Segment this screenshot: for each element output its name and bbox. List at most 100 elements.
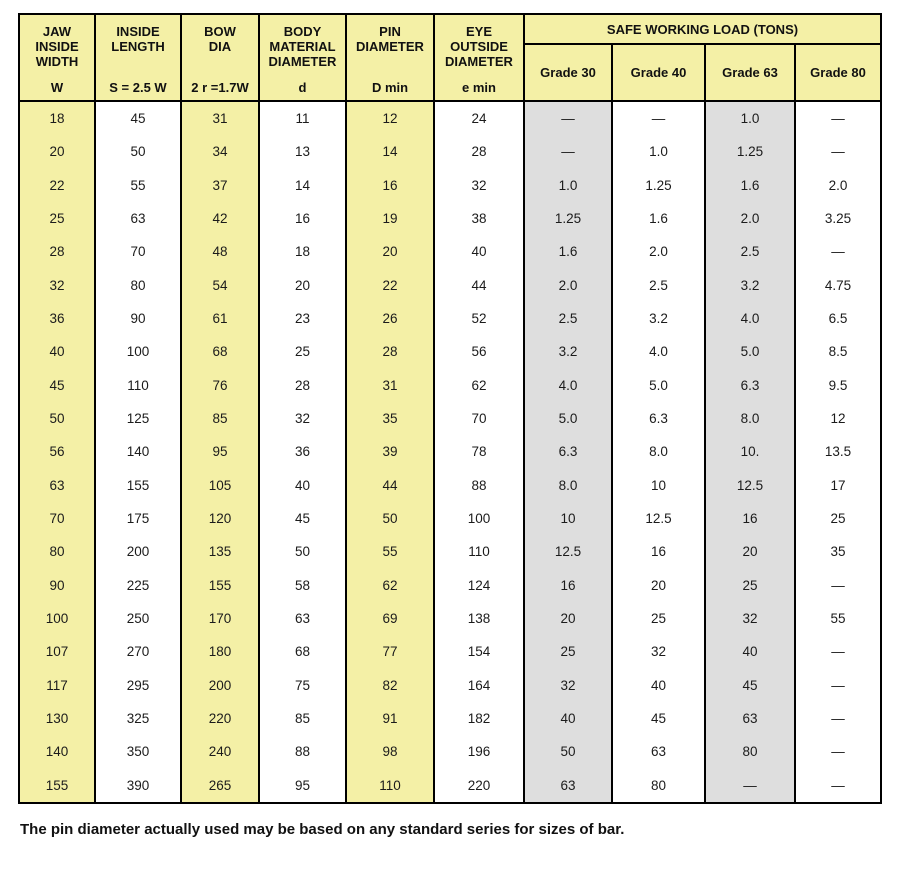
table-cell: 56: [20, 435, 96, 469]
table-cell: 124: [435, 568, 525, 602]
table-cell: 1.0: [613, 135, 706, 169]
table-cell: 182: [435, 701, 525, 736]
table-cell: 63: [613, 735, 706, 769]
table-cell: 155: [182, 568, 260, 602]
table-cell: 2.5: [525, 301, 613, 336]
table-cell: 48: [182, 235, 260, 269]
table-cell: 140: [20, 735, 96, 769]
table-cell: 220: [435, 768, 525, 802]
table-cell: 10.: [706, 435, 796, 469]
table-cell: 18: [20, 102, 96, 136]
table-cell: 155: [20, 768, 96, 802]
footnote: The pin diameter actually used may be ba…: [20, 821, 625, 838]
table-cell: 8.5: [828, 344, 848, 360]
table-cell: 95: [260, 768, 347, 802]
table-cell: 55: [830, 611, 846, 627]
header-title-line: EYE: [465, 24, 492, 39]
table-cell: 80: [613, 768, 706, 802]
table-cell: 12.5: [525, 535, 613, 569]
table-cell: 20: [260, 268, 347, 302]
table-cell: —: [831, 577, 845, 593]
table-cell: 95: [182, 435, 260, 469]
table-cell: 265: [182, 768, 260, 802]
table-cell: 4.0: [525, 368, 613, 402]
header-title-line: DIAMETER: [356, 39, 424, 54]
header-title-line: DIA: [208, 39, 232, 54]
table-cell: 170: [182, 601, 260, 636]
table-cell: 12.5: [613, 501, 706, 536]
table-cell: 69: [347, 601, 435, 636]
table-cell: 28: [260, 368, 347, 402]
table-cell: 14: [347, 135, 435, 169]
table-cell: 2.5: [613, 268, 706, 302]
table-cell: 28: [20, 235, 96, 269]
table-cell: 155: [96, 468, 182, 502]
table-cell: 350: [96, 735, 182, 769]
table-cell: 9.5: [828, 377, 848, 393]
grade-40-header: Grade 40: [613, 45, 706, 100]
header-title: JAW INSIDE WIDTH: [35, 24, 78, 69]
header-cell-bow-dia: BOW DIA 2 r =1.7W: [182, 15, 260, 100]
table-cell: 25: [525, 635, 613, 669]
swl-header-group: SAFE WORKING LOAD (TONS) Grade 30 Grade 4…: [525, 15, 880, 100]
table-cell: 16: [525, 568, 613, 602]
table-cell: 3.25: [824, 211, 852, 227]
table-cell: 154: [435, 635, 525, 669]
table-cell: 78: [435, 435, 525, 469]
table-cell: 32: [613, 635, 706, 669]
table-cell: 44: [347, 468, 435, 502]
table-cell: 32: [435, 168, 525, 202]
table-cell: —: [831, 777, 845, 793]
table-cell: 5.0: [706, 335, 796, 369]
table-cell: 295: [96, 668, 182, 702]
table-cell: 110: [96, 368, 182, 402]
table-cell: 6.3: [613, 401, 706, 436]
header-title-line: WIDTH: [35, 54, 79, 69]
table-cell: 40: [706, 635, 796, 669]
table-cell: 5.0: [525, 401, 613, 436]
table-cell: 100: [96, 335, 182, 369]
table-cell: 1.0: [706, 102, 796, 136]
table-cell: 50: [96, 135, 182, 169]
table-cell: 45: [96, 102, 182, 136]
table-cell: 63: [706, 701, 796, 736]
table-cell: —: [831, 677, 845, 693]
table-cell: 16: [706, 501, 796, 536]
table-cell: 8.0: [613, 435, 706, 469]
grade-30-header: Grade 30: [525, 45, 613, 100]
table-cell: 40: [260, 468, 347, 502]
table-cell: 22: [20, 168, 96, 202]
header-symbol: 2 r =1.7W: [191, 80, 249, 95]
table-cell: 68: [182, 335, 260, 369]
table-body: 18 45 31 11 12 24— —1.0—20 50 34 13 14 28—1.0 1.25—2…: [20, 102, 880, 802]
header-symbol: W: [50, 80, 64, 95]
table-cell: —: [831, 144, 845, 160]
table-cell: 325: [96, 701, 182, 736]
table-cell: 90: [96, 301, 182, 336]
table-cell: —: [831, 644, 845, 660]
table-cell: 45: [260, 501, 347, 536]
table-cell: 91: [347, 701, 435, 736]
table-cell: 12.5: [706, 468, 796, 502]
header-title-line: PIN: [379, 24, 401, 39]
table-cell: 25: [830, 511, 846, 527]
shackle-dimensions-table: JAW INSIDE WIDTH W INSIDE LENGTH S = 2.5 W BOW D…: [18, 13, 882, 804]
table-cell: 45: [613, 701, 706, 736]
table-cell: 85: [182, 401, 260, 436]
table-cell: 54: [182, 268, 260, 302]
table-cell: 1.0: [525, 168, 613, 202]
table-cell: 80: [706, 735, 796, 769]
table-cell: 1.6: [525, 235, 613, 269]
table-cell: 77: [347, 635, 435, 669]
table-cell: 1.25: [525, 201, 613, 236]
table-cell: 68: [260, 635, 347, 669]
table-cell: 80: [20, 535, 96, 569]
grade-63-header: Grade 63: [706, 45, 796, 100]
table-cell: 107: [20, 635, 96, 669]
table-cell: 13.5: [824, 444, 852, 460]
table-cell: 13: [260, 135, 347, 169]
table-cell: 61: [182, 301, 260, 336]
table-cell: 45: [706, 668, 796, 702]
table-cell: 31: [347, 368, 435, 402]
table-cell: 28: [435, 135, 525, 169]
